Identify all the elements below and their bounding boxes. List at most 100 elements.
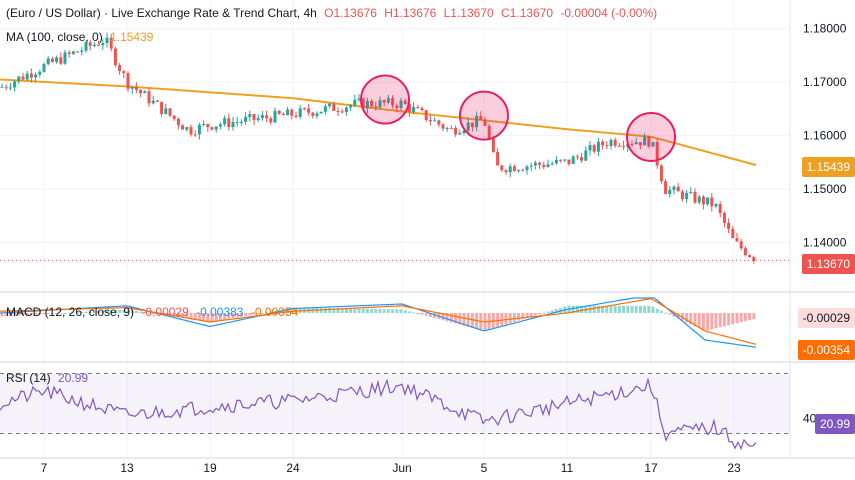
- candle-body-84: [353, 99, 357, 106]
- candle-body-160: [672, 186, 676, 190]
- candle-body-65: [273, 110, 277, 123]
- macd-hist-bar-46: [193, 313, 197, 320]
- candle-body-179: [752, 257, 756, 262]
- macd-hist-bar-126: [529, 313, 533, 317]
- candle-body-128: [538, 162, 542, 165]
- macd-hist-bar-4: [17, 313, 21, 316]
- price-tick-2: 1.16000: [803, 129, 847, 143]
- candle-body-154: [647, 136, 651, 147]
- macd-hist-bar-171: [718, 313, 722, 328]
- macd-hist-bar-98: [412, 312, 416, 314]
- macd-hist-bar-108: [454, 313, 458, 324]
- candle-body-1: [4, 86, 8, 88]
- candle-body-137: [575, 156, 579, 158]
- candle-body-89: [374, 106, 378, 108]
- candle-body-103: [433, 120, 437, 122]
- candle-body-68: [286, 109, 290, 116]
- candle-body-62: [260, 115, 264, 119]
- rsi-legend[interactable]: RSI (14) 20.99: [6, 371, 92, 385]
- candle-body-123: [517, 170, 521, 172]
- macd-hist-bar-88: [370, 308, 374, 313]
- candle-body-153: [643, 136, 647, 146]
- macd-label: MACD (12, 26, close, 9): [6, 305, 135, 319]
- macd-hist-bar-20: [84, 311, 88, 313]
- candle-body-138: [580, 157, 584, 161]
- candle-body-109: [458, 133, 462, 135]
- macd-legend[interactable]: MACD (12, 26, close, 9) -0.00029 -0.0038…: [6, 305, 302, 319]
- candle-body-163: [685, 192, 689, 200]
- candle-body-93: [391, 98, 395, 106]
- candle-body-178: [748, 255, 752, 258]
- candle-body-26: [109, 37, 113, 49]
- candle-body-57: [239, 121, 243, 123]
- macd-line: [0, 297, 757, 348]
- macd-hist-bar-52: [218, 313, 222, 321]
- candle-body-9: [38, 71, 42, 75]
- price-tick-4: 1.14000: [803, 236, 847, 250]
- candle-body-130: [546, 164, 550, 167]
- rsi-value: 20.99: [58, 371, 89, 385]
- candle-body-159: [668, 189, 672, 195]
- macd-hist-bar-60: [252, 313, 256, 315]
- candle-body-118: [496, 152, 500, 166]
- candle-body-96: [403, 100, 407, 105]
- candle-body-110: [462, 130, 466, 134]
- macd-hist-bar-122: [512, 313, 516, 322]
- candle-body-2: [8, 87, 12, 89]
- candle-body-139: [584, 150, 588, 161]
- candle-body-60: [252, 114, 256, 120]
- macd-hist-bar-59: [248, 313, 252, 316]
- price-tick-3: 1.15000: [803, 182, 847, 196]
- candle-body-133: [559, 159, 563, 161]
- macd-hist-bar-11: [46, 313, 50, 314]
- macd-hist-bar-164: [689, 313, 693, 325]
- candle-body-166: [697, 196, 701, 203]
- macd-hist-bar-170: [714, 313, 718, 329]
- macd-hist-bar-112: [470, 313, 474, 328]
- price-tick-1: 1.17000: [803, 75, 847, 89]
- macd-hist-bar-118: [496, 313, 500, 327]
- macd-hist-bar-167: [701, 313, 705, 331]
- candle-body-11: [46, 58, 50, 65]
- candle-body-40: [168, 108, 172, 116]
- candle-body-108: [454, 127, 458, 135]
- macd-hist-bar-53: [223, 313, 227, 320]
- macd-hist-bar-81: [340, 308, 344, 313]
- macd-hist-bar-0: [0, 313, 4, 317]
- macd-hist-bar-153: [643, 305, 647, 313]
- candle-body-122: [512, 166, 516, 172]
- macd-hist-bar-94: [395, 309, 399, 313]
- ohlc-high: H1.13676: [384, 6, 437, 20]
- macd-hist-bar-121: [508, 313, 512, 324]
- candle-body-6: [25, 73, 29, 80]
- time-tick-3: 24: [286, 461, 300, 475]
- candle-body-115: [483, 119, 487, 126]
- macd-signal-tag: -0.00354: [797, 340, 855, 360]
- macd-hist-bar-33: [139, 311, 143, 313]
- macd-hist-bar-26: [109, 310, 113, 313]
- candle-body-168: [706, 197, 710, 205]
- candle-body-151: [634, 142, 638, 145]
- candle-body-144: [605, 145, 609, 147]
- candle-body-52: [218, 124, 222, 127]
- candle-body-85: [357, 98, 361, 100]
- candle-body-4: [17, 76, 21, 82]
- macd-hist-bar-172: [722, 313, 726, 327]
- candle-body-36: [151, 100, 155, 104]
- candle-body-99: [416, 107, 420, 109]
- candle-body-136: [571, 156, 575, 164]
- candle-body-174: [731, 228, 735, 239]
- candle-body-82: [344, 107, 348, 112]
- macd-hist-bar-129: [542, 312, 546, 314]
- macd-hist-bar-173: [727, 313, 731, 326]
- candle-body-72: [302, 108, 306, 110]
- macd-hist-bar-124: [521, 313, 525, 320]
- candle-body-171: [718, 204, 722, 213]
- macd-hist-bar-12: [50, 313, 54, 314]
- macd-hist-bar-156: [655, 308, 659, 313]
- macd-hist-bar-154: [647, 305, 651, 313]
- macd-hist-bar-16: [67, 312, 71, 314]
- ma-legend[interactable]: MA (100, close, 0) 1.15439: [6, 30, 157, 44]
- candle-body-16: [67, 52, 71, 54]
